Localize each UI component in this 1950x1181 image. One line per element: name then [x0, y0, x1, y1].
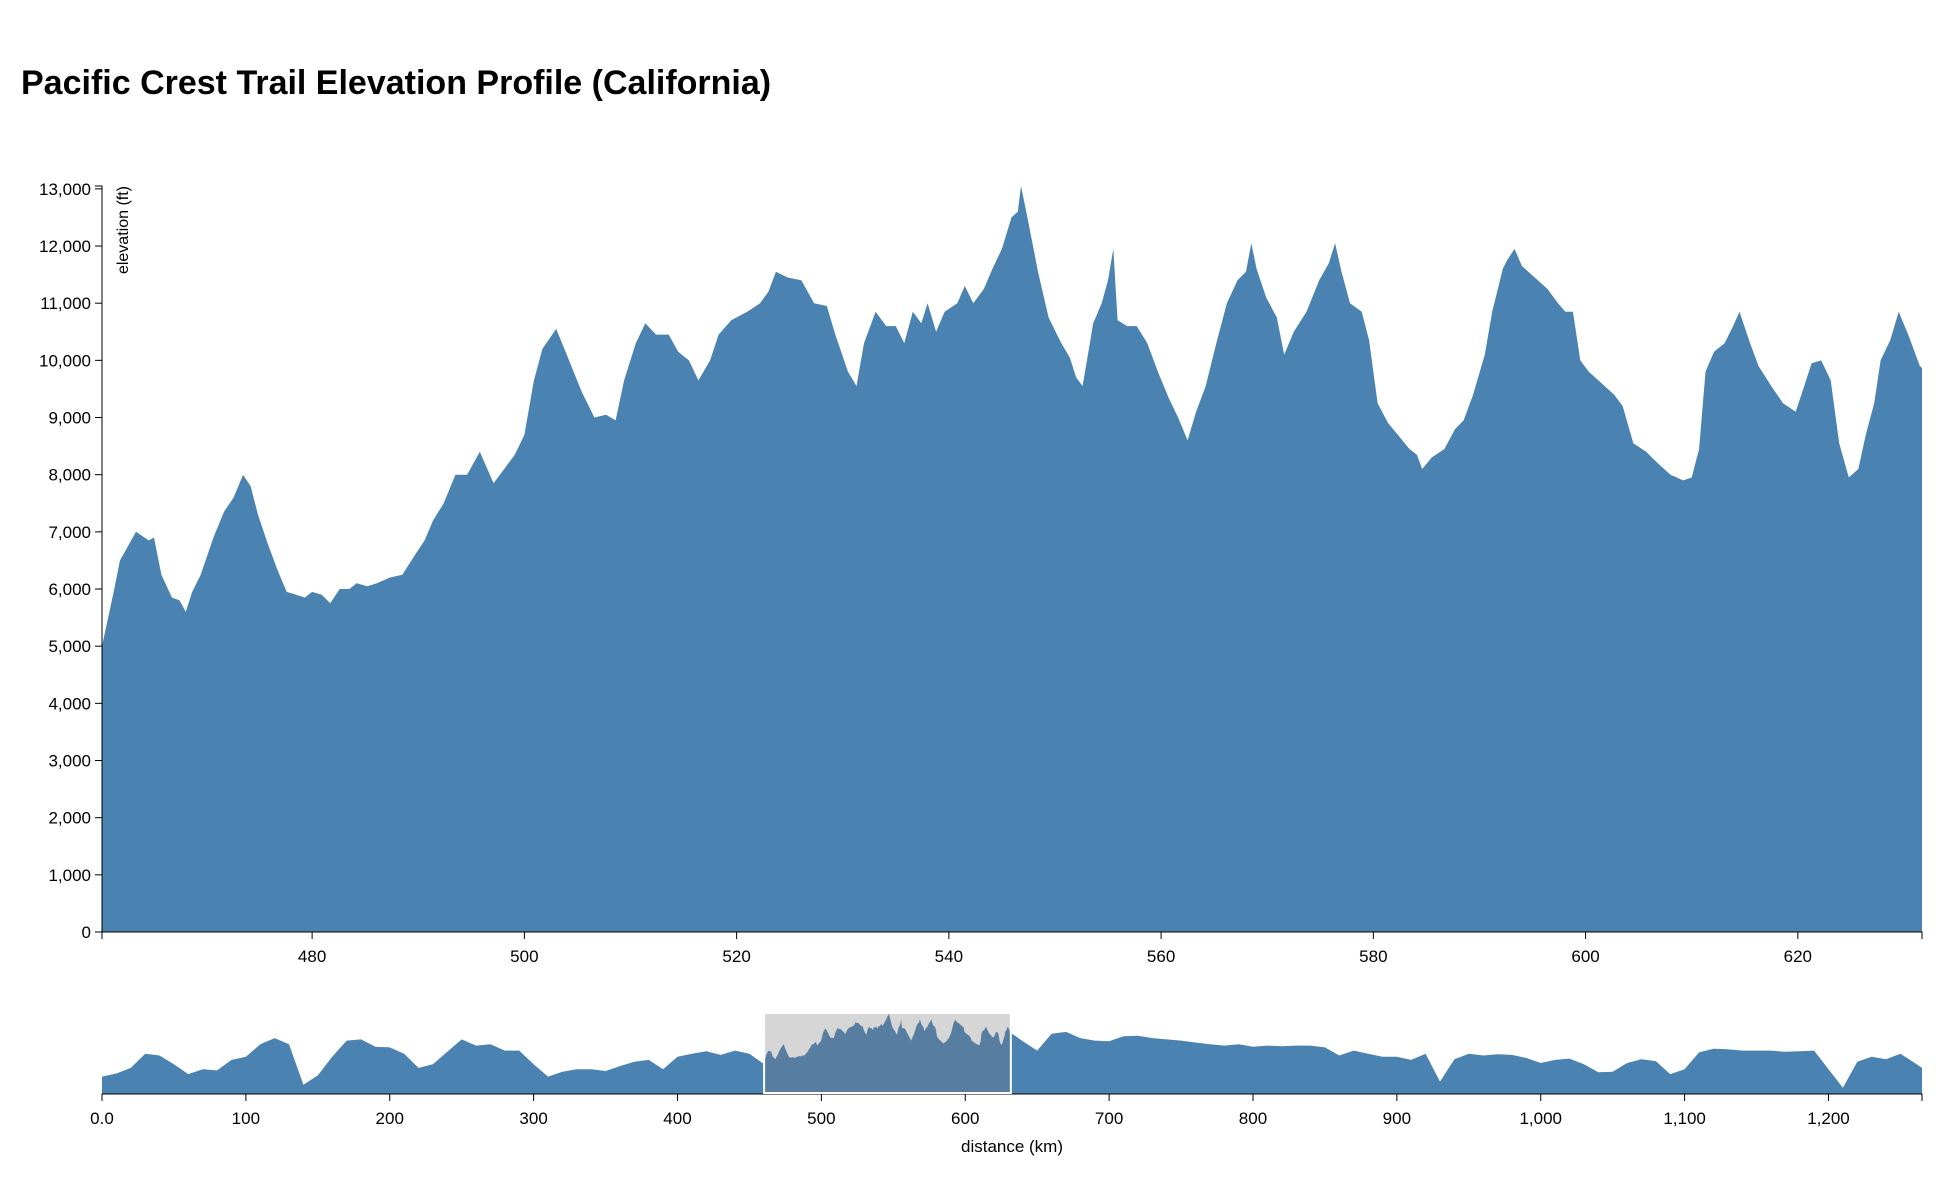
context-x-tick-label: 200: [376, 1109, 404, 1128]
context-x-tick-label: 400: [663, 1109, 691, 1128]
y-tick-label: 7,000: [48, 523, 91, 542]
context-x-tick-label: 1,100: [1663, 1109, 1706, 1128]
context-area: [102, 1013, 1922, 1094]
y-tick-label: 11,000: [40, 294, 91, 313]
context-x-axis-label: distance (km): [961, 1137, 1063, 1156]
x-tick-label: 500: [510, 947, 538, 966]
context-x-tick-label: 1,200: [1807, 1109, 1850, 1128]
context-x-axis: [101, 1093, 1923, 1101]
y-tick-label: 9,000: [48, 409, 91, 428]
x-tick-label: 480: [298, 947, 326, 966]
context-x-tick-label: 1,000: [1519, 1109, 1562, 1128]
context-x-tick-label: 600: [951, 1109, 979, 1128]
y-axis-label: elevation (ft): [115, 186, 132, 274]
x-tick-label: 520: [722, 947, 750, 966]
y-tick-label: 6,000: [48, 580, 91, 599]
y-tick-label: 4,000: [48, 694, 91, 713]
context: 0.0 100 200 300 400 500 600 700 800 900 1,000 1,100…: [90, 1012, 1923, 1156]
brush[interactable]: [763, 1012, 1012, 1094]
y-tick-label: 5,000: [48, 637, 91, 656]
context-x-tick-label: 0.0: [90, 1109, 114, 1128]
chart-title: Pacific Crest Trail Elevation Profile (C…: [21, 64, 771, 102]
x-tick-label: 620: [1784, 947, 1812, 966]
x-tick-label: 560: [1147, 947, 1175, 966]
context-x-tick-label: 500: [807, 1109, 835, 1128]
x-tick-label: 580: [1359, 947, 1387, 966]
x-tick-label: 540: [935, 947, 963, 966]
context-x-tick-label: 800: [1239, 1109, 1267, 1128]
y-tick-label: 12,000: [39, 237, 91, 256]
focus: 0 1,000 2,000 3,000 4,000 5,000 6,000 7,000 8,00…: [39, 180, 1923, 966]
y-tick-label: 10,000: [39, 351, 91, 370]
context-x-tick-label: 300: [519, 1109, 547, 1128]
context-x-tick-label: 700: [1095, 1109, 1123, 1128]
y-tick-label: 3,000: [48, 752, 91, 771]
context-x-tick-label: 900: [1383, 1109, 1411, 1128]
context-x-tick-label: 100: [232, 1109, 260, 1128]
x-axis: [101, 931, 1923, 939]
y-tick-label: 0: [82, 923, 91, 942]
x-tick-label: 600: [1571, 947, 1599, 966]
y-tick-label: 1,000: [48, 866, 91, 885]
y-tick-label: 2,000: [48, 809, 91, 828]
y-axis: [95, 185, 103, 933]
elevation-area: [102, 186, 1922, 932]
y-tick-label: 8,000: [48, 466, 91, 485]
y-tick-label: 13,000: [39, 180, 91, 199]
